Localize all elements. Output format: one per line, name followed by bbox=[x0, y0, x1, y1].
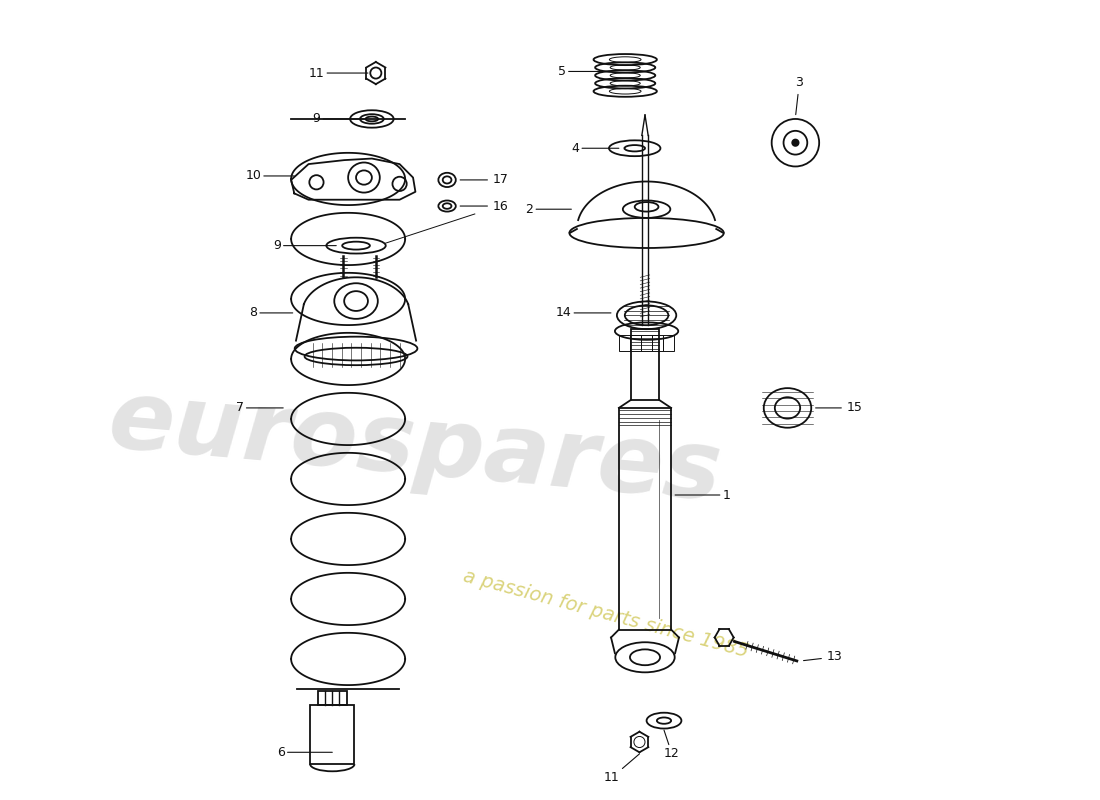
Bar bbox=[641, 335, 652, 351]
Bar bbox=[310, 705, 354, 764]
Text: 16: 16 bbox=[460, 199, 508, 213]
Text: 1: 1 bbox=[675, 489, 730, 502]
Circle shape bbox=[792, 139, 799, 146]
Text: 6: 6 bbox=[277, 746, 332, 758]
Text: 12: 12 bbox=[664, 730, 680, 760]
Text: 13: 13 bbox=[803, 650, 843, 663]
Text: 17: 17 bbox=[460, 174, 509, 186]
Bar bbox=[318, 690, 346, 705]
Text: 9: 9 bbox=[312, 113, 364, 126]
Text: 3: 3 bbox=[795, 76, 803, 114]
Text: 9: 9 bbox=[273, 239, 337, 252]
Bar bbox=[663, 335, 674, 351]
Text: 7: 7 bbox=[235, 402, 283, 414]
Bar bbox=[630, 335, 641, 351]
Text: 4: 4 bbox=[571, 142, 619, 154]
Text: 15: 15 bbox=[815, 402, 862, 414]
Text: eurospares: eurospares bbox=[104, 374, 726, 521]
Bar bbox=[619, 408, 671, 630]
Text: 2: 2 bbox=[526, 202, 571, 216]
Bar bbox=[619, 335, 630, 351]
Text: 10: 10 bbox=[245, 170, 295, 182]
Text: 5: 5 bbox=[558, 65, 605, 78]
Bar bbox=[630, 329, 659, 400]
Text: 8: 8 bbox=[249, 306, 293, 319]
Text: 14: 14 bbox=[556, 306, 610, 319]
Text: 11: 11 bbox=[604, 754, 639, 784]
Text: a passion for parts since 1985: a passion for parts since 1985 bbox=[461, 566, 750, 661]
Bar bbox=[652, 335, 663, 351]
Text: 11: 11 bbox=[309, 66, 367, 79]
